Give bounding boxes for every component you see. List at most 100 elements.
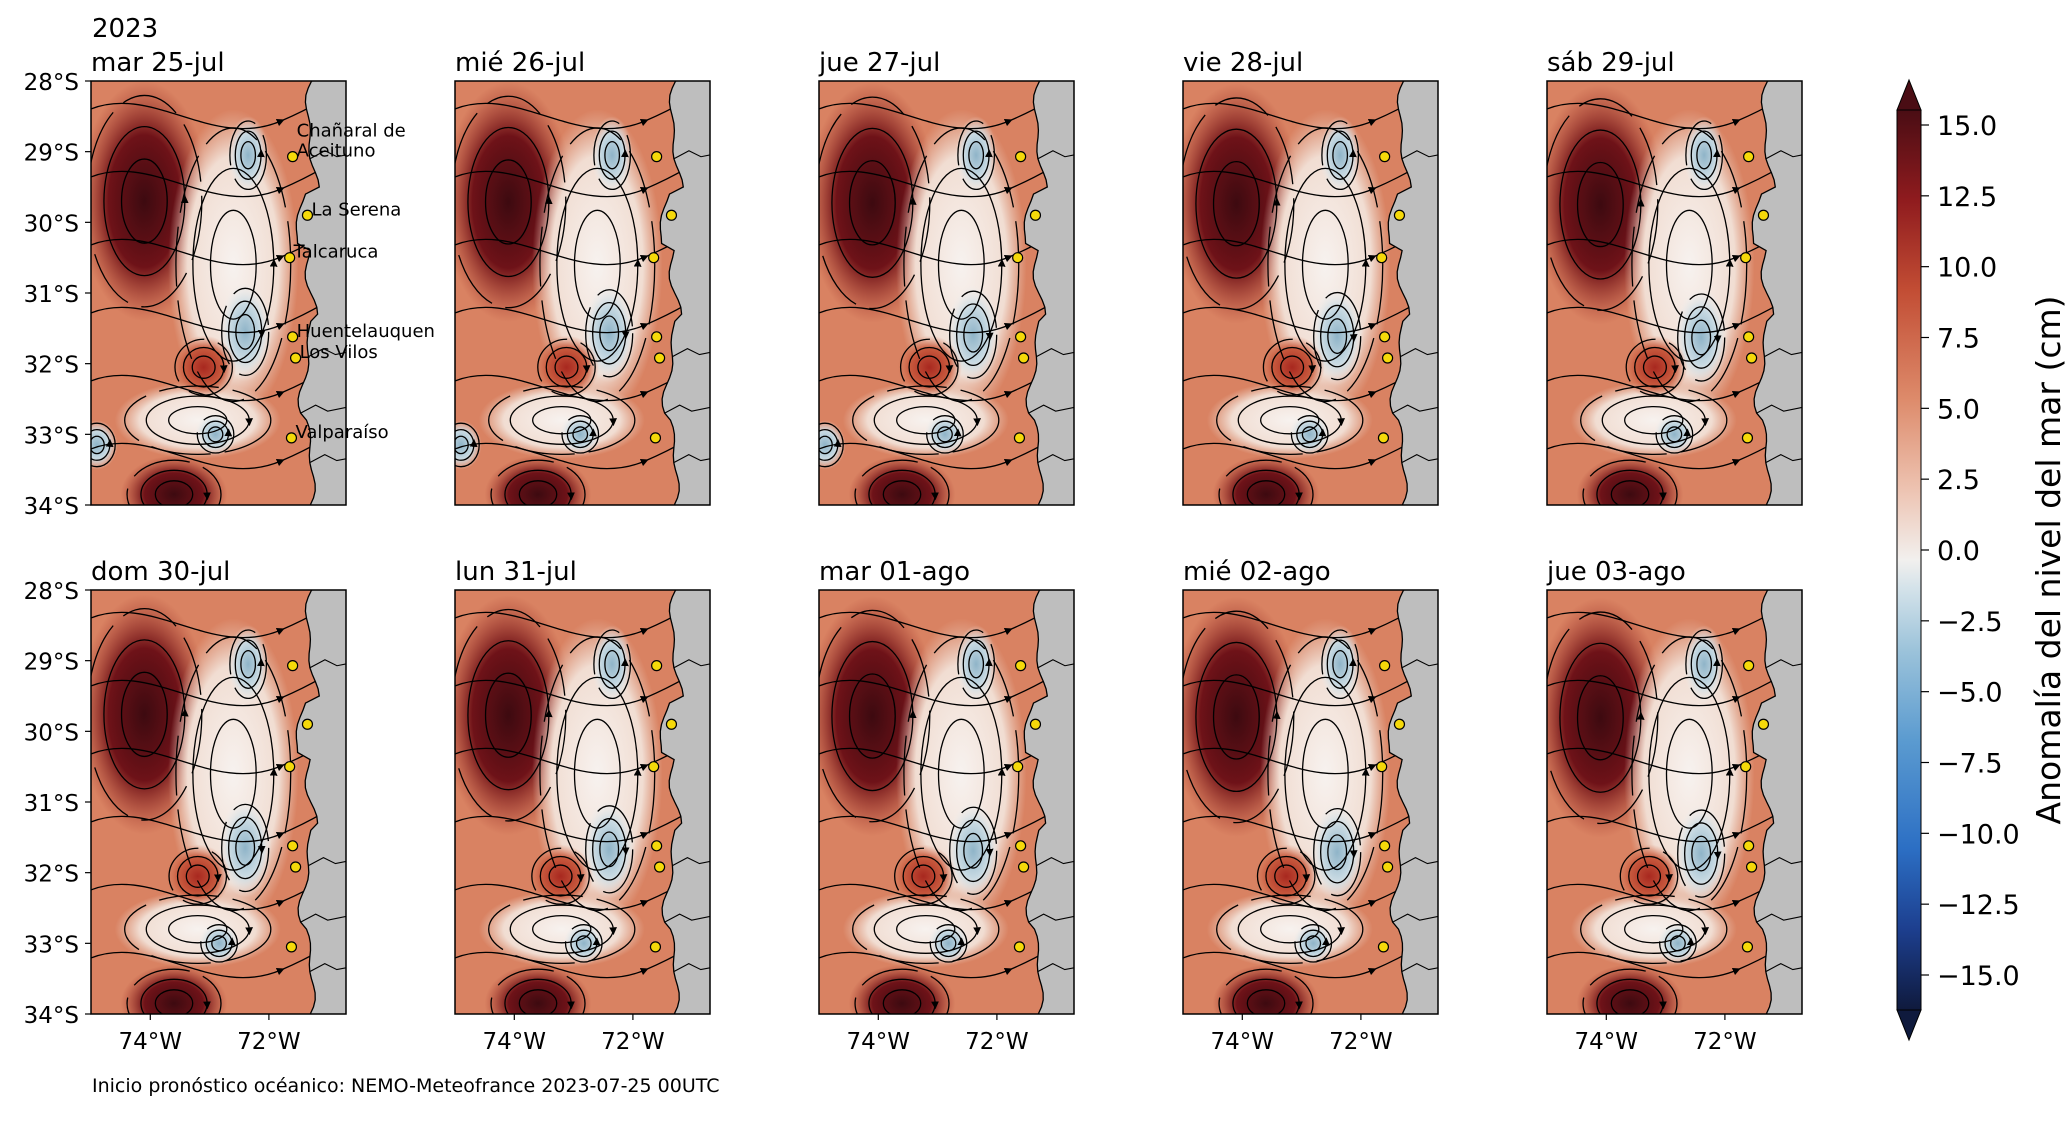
region-border (300, 404, 346, 414)
panel-title: jue 27-jul (818, 48, 940, 78)
station-marker (1017, 861, 1030, 873)
region-border (309, 453, 346, 464)
x-tick-label: 74°W (483, 1029, 547, 1055)
panel-title: jue 03-ago (1546, 557, 1686, 587)
y-tick-label: 32°S (24, 862, 79, 888)
land-mass (1387, 81, 1438, 505)
anomaly-patch (1616, 844, 1682, 908)
map-panel: lun 31-jul 74°W 72°W (454, 557, 711, 1055)
station-marker (1740, 252, 1752, 264)
station-marker (648, 761, 660, 773)
map-panel: mié 02-ago 74°W 72°W (1182, 557, 1439, 1055)
station-marker (1745, 352, 1758, 364)
map-panel: sáb 29-jul (1546, 48, 1803, 506)
land-mass (1387, 590, 1438, 1014)
region-border (673, 659, 710, 669)
anomaly-patch (955, 625, 997, 704)
station-marker (1381, 861, 1394, 873)
colorbar-extend-bottom (1896, 1009, 1922, 1042)
station-marker (651, 151, 663, 163)
anomaly-patch (198, 922, 240, 965)
colorbar: 15.0 12.5 10.0 7.5 5.0 2.5 0.0 −2.5 −5.0 −7.5 −10.… (1896, 78, 2068, 1042)
station-marker (1743, 151, 1755, 163)
x-tick-label: 72°W (1329, 1029, 1393, 1055)
station-marker (653, 352, 666, 364)
land-mass (1023, 590, 1074, 1014)
land-mass (659, 81, 710, 505)
anomaly-patch (91, 420, 118, 470)
region-border (1037, 150, 1074, 160)
station-label: Chañaral de (297, 121, 406, 142)
land-mass (295, 590, 346, 1014)
station-marker (1017, 352, 1030, 364)
anomaly-patch (1310, 802, 1364, 902)
colorbar-tick-label: −7.5 (1937, 749, 2003, 780)
region-border (1401, 962, 1438, 973)
station-marker (1393, 209, 1406, 221)
streamlines (819, 604, 1074, 1014)
station-marker (1015, 660, 1027, 672)
x-tick-label: 72°W (1693, 1029, 1757, 1055)
station-marker (301, 209, 314, 221)
land-mass (295, 81, 346, 505)
map-panel: mar 01-ago 74°W 72°W (818, 557, 1075, 1055)
station-marker (1012, 761, 1024, 773)
station-marker (287, 331, 299, 343)
y-tick-label: 30°S (24, 211, 79, 237)
anomaly-patch (1288, 413, 1331, 456)
panel-title: mié 26-jul (455, 48, 585, 78)
panel-title: lun 31-jul (455, 557, 577, 587)
station-marker (651, 331, 663, 343)
anomaly-patch (1576, 455, 1684, 505)
streamlines (1183, 95, 1438, 505)
station-marker (1379, 660, 1391, 672)
station-marker (1376, 252, 1388, 264)
panel-title: dom 30-jul (91, 557, 230, 587)
region-border (300, 913, 346, 923)
anomaly-patch (218, 798, 272, 898)
station-marker (1029, 718, 1042, 730)
y-tick-label: 34°S (24, 494, 79, 520)
colorbar-tick-label: 7.5 (1937, 324, 1980, 355)
x-tick-label: 72°W (965, 1029, 1029, 1055)
station-marker (648, 252, 660, 264)
region-border (1401, 453, 1438, 464)
anomaly-patch (1674, 804, 1728, 904)
station-marker (285, 432, 298, 444)
x-tick-label: 74°W (847, 1029, 911, 1055)
anomaly-patch (582, 799, 636, 899)
colorbar-tick-label: −5.0 (1937, 678, 2003, 709)
region-border (1765, 150, 1802, 160)
colorbar-tick-label: 10.0 (1937, 253, 1997, 284)
y-tick-label: 31°S (24, 282, 79, 308)
station-marker (1743, 331, 1755, 343)
anomaly-patch (1319, 625, 1361, 704)
station-marker (653, 861, 666, 873)
anomaly-patch (533, 335, 600, 400)
station-label: Talcaruca (293, 242, 379, 263)
y-tick-label: 33°S (24, 932, 79, 958)
colorbar-tick-label: −12.5 (1937, 890, 2020, 921)
land-mass (1751, 81, 1802, 505)
anomaly-patch (1674, 288, 1728, 387)
station-marker (1015, 331, 1027, 343)
region-border (1392, 404, 1438, 414)
station-marker (1012, 252, 1024, 264)
y-tick-label: 34°S (24, 1003, 79, 1029)
station-marker (1029, 209, 1042, 221)
anomaly-patch (1319, 116, 1361, 195)
colorbar-scale (1896, 109, 1922, 1011)
x-tick-label: 74°W (119, 1029, 183, 1055)
station-marker (301, 718, 314, 730)
region-border (673, 453, 710, 464)
station-marker (1741, 941, 1754, 953)
region-border (309, 659, 346, 669)
region-border (673, 150, 710, 160)
station-marker (1757, 718, 1770, 730)
station-marker (1743, 840, 1755, 852)
map-panel: dom 30-jul 28°S 29°S 30°S 31°S 32°S 33°S 34°S 74… (24, 557, 347, 1055)
station-marker (1741, 432, 1754, 444)
colorbar-tick-label: 5.0 (1937, 394, 1980, 425)
